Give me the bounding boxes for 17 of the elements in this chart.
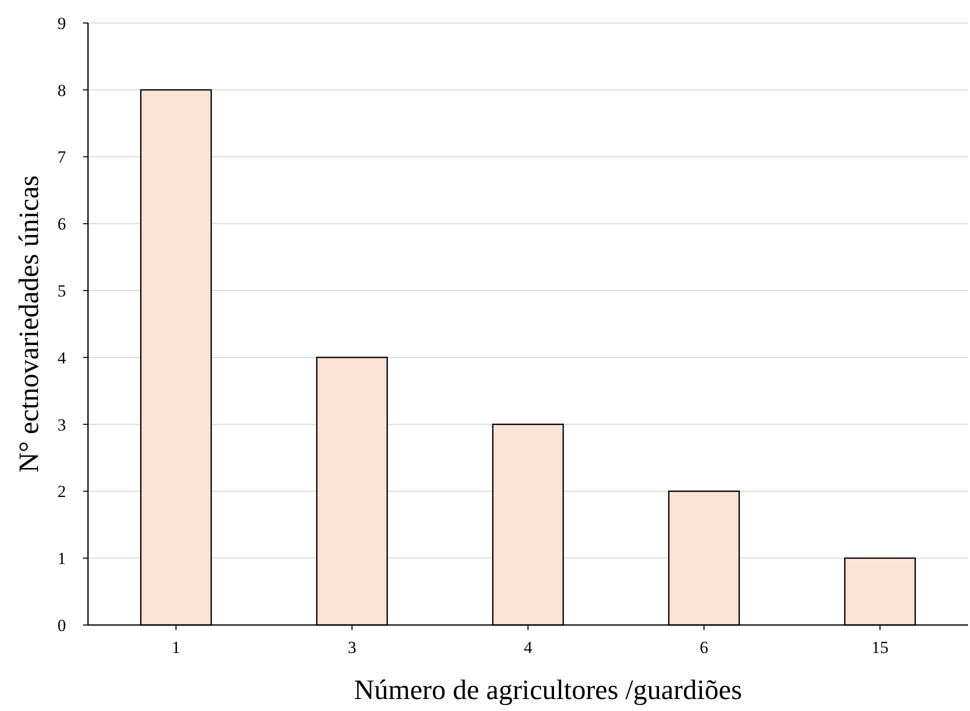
y-tick-label: 8: [58, 80, 66, 100]
y-tick-label: 4: [58, 348, 66, 368]
y-axis-title: N° ectnovariedades únicas: [14, 175, 45, 473]
y-tick-label: 6: [58, 214, 66, 234]
x-tick-label: 4: [524, 638, 533, 657]
y-tick-label: 2: [58, 482, 66, 502]
y-tick-label: 5: [58, 282, 66, 301]
x-tick-label: 15: [872, 638, 888, 657]
y-tick-label: 1: [58, 549, 66, 568]
y-tick-label: 7: [58, 148, 66, 167]
y-tick-label: 0: [58, 616, 66, 635]
x-tick-label: 1: [172, 638, 180, 657]
x-axis-title: Número de agricultores /guardiões: [354, 675, 742, 706]
x-tick-label: 6: [700, 638, 708, 657]
y-tick-label: 3: [58, 415, 66, 434]
x-tick-label: 3: [348, 638, 356, 657]
y-tick-label: 9: [58, 14, 66, 33]
